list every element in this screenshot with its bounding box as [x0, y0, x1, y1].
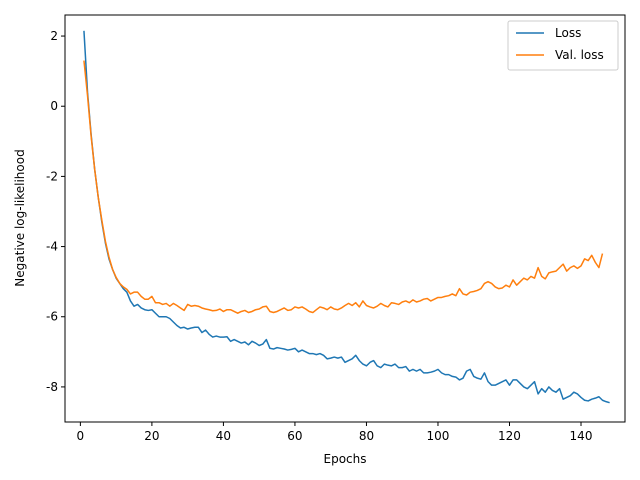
y-tick-label: 0 [50, 99, 58, 113]
y-tick-label: -8 [46, 380, 58, 394]
legend: Loss Val. loss [507, 20, 619, 71]
y-tick-label: -4 [46, 240, 58, 254]
x-tick-label: 60 [287, 429, 302, 443]
y-axis-label: Negative log-likelihood [13, 149, 27, 286]
y-ticks: -8 -6 -4 -2 0 2 [46, 29, 65, 394]
x-tick-label: 120 [498, 429, 521, 443]
series-layer [83, 30, 610, 404]
x-ticks: 0 20 40 60 80 100 120 140 [77, 422, 593, 443]
series-line-val-loss [83, 60, 604, 314]
legend-label-loss: Loss [555, 26, 581, 40]
y-tick-label: -2 [46, 169, 58, 183]
axes-frame [64, 14, 626, 423]
series-line-loss [83, 30, 610, 404]
x-tick-label: 80 [359, 429, 374, 443]
x-tick-label: 0 [77, 429, 85, 443]
legend-label-val-loss: Val. loss [555, 48, 604, 62]
y-tick-label: 2 [50, 29, 58, 43]
x-tick-label: 20 [144, 429, 159, 443]
x-tick-label: 100 [427, 429, 450, 443]
x-tick-label: 140 [570, 429, 593, 443]
x-axis-label: Epochs [324, 452, 367, 466]
y-tick-label: -6 [46, 310, 58, 324]
x-tick-label: 40 [216, 429, 231, 443]
